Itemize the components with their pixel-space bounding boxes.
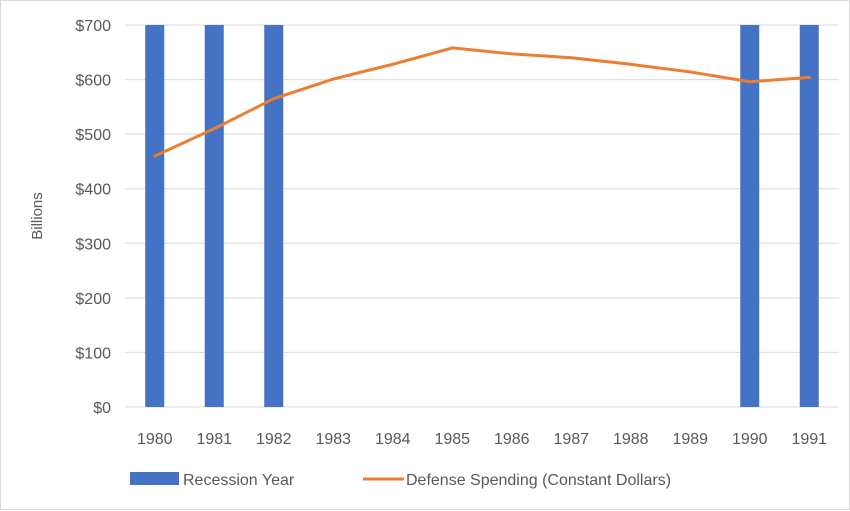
y-tick-label: $500 [75, 127, 111, 144]
line-point-1991[interactable] [807, 75, 811, 79]
y-tick-label: $200 [75, 291, 111, 308]
legend-item-defense-spending[interactable]: Defense Spending (Constant Dollars) [363, 472, 671, 489]
gridlines [125, 24, 839, 408]
y-axis-title: Billions [29, 192, 46, 240]
line-point-1986[interactable] [510, 52, 514, 56]
x-tick-label: 1986 [494, 431, 530, 448]
legend-label-defense-spending: Defense Spending (Constant Dollars) [406, 472, 671, 489]
x-tick-label: 1981 [196, 431, 232, 448]
y-tick-label: $300 [75, 236, 111, 253]
legend-label-recession-year: Recession Year [183, 472, 295, 489]
y-tick-label: $0 [93, 400, 111, 417]
line-point-1983[interactable] [331, 77, 335, 81]
y-tick-label: $400 [75, 182, 111, 199]
y-tick-label: $600 [75, 73, 111, 90]
legend-item-recession-year[interactable]: Recession Year [130, 472, 295, 489]
line-point-1985[interactable] [450, 46, 454, 50]
line-point-1987[interactable] [569, 56, 573, 60]
y-axis-tick-labels: $0 $100 $200 $300 $400 $500 $600 $700 [75, 18, 111, 417]
x-tick-label: 1987 [553, 431, 589, 448]
x-tick-label: 1983 [315, 431, 351, 448]
y-tick-label: $100 [75, 345, 111, 362]
bar-series-recession-year [145, 25, 819, 407]
x-tick-label: 1990 [732, 431, 768, 448]
line-series-defense-spending [153, 46, 811, 158]
legend: Recession Year Defense Spending (Constan… [130, 472, 671, 489]
x-tick-label: 1991 [791, 431, 827, 448]
x-tick-label: 1984 [375, 431, 411, 448]
line-point-1982[interactable] [272, 97, 276, 101]
x-tick-label: 1980 [137, 431, 173, 448]
x-axis-tick-labels: 1980 1981 1982 1983 1984 1985 1986 1987 1988 1989… [137, 431, 827, 448]
y-tick-label: $700 [75, 18, 111, 35]
line-point-1980[interactable] [153, 154, 157, 158]
line-point-1989[interactable] [688, 70, 692, 74]
legend-swatch-bar [130, 472, 179, 485]
x-tick-label: 1988 [613, 431, 649, 448]
line-point-1990[interactable] [748, 80, 752, 84]
x-tick-label: 1982 [256, 431, 292, 448]
line-point-1984[interactable] [391, 62, 395, 66]
x-tick-label: 1989 [672, 431, 708, 448]
line-point-1988[interactable] [629, 62, 633, 66]
bar-1991[interactable] [799, 25, 819, 407]
defense-spending-line[interactable] [153, 46, 811, 158]
bar-1982[interactable] [264, 25, 284, 407]
bar-1980[interactable] [145, 25, 165, 407]
x-tick-label: 1985 [434, 431, 470, 448]
bar-1990[interactable] [740, 25, 760, 407]
line-point-1981[interactable] [212, 127, 216, 131]
bar-1981[interactable] [204, 25, 224, 407]
